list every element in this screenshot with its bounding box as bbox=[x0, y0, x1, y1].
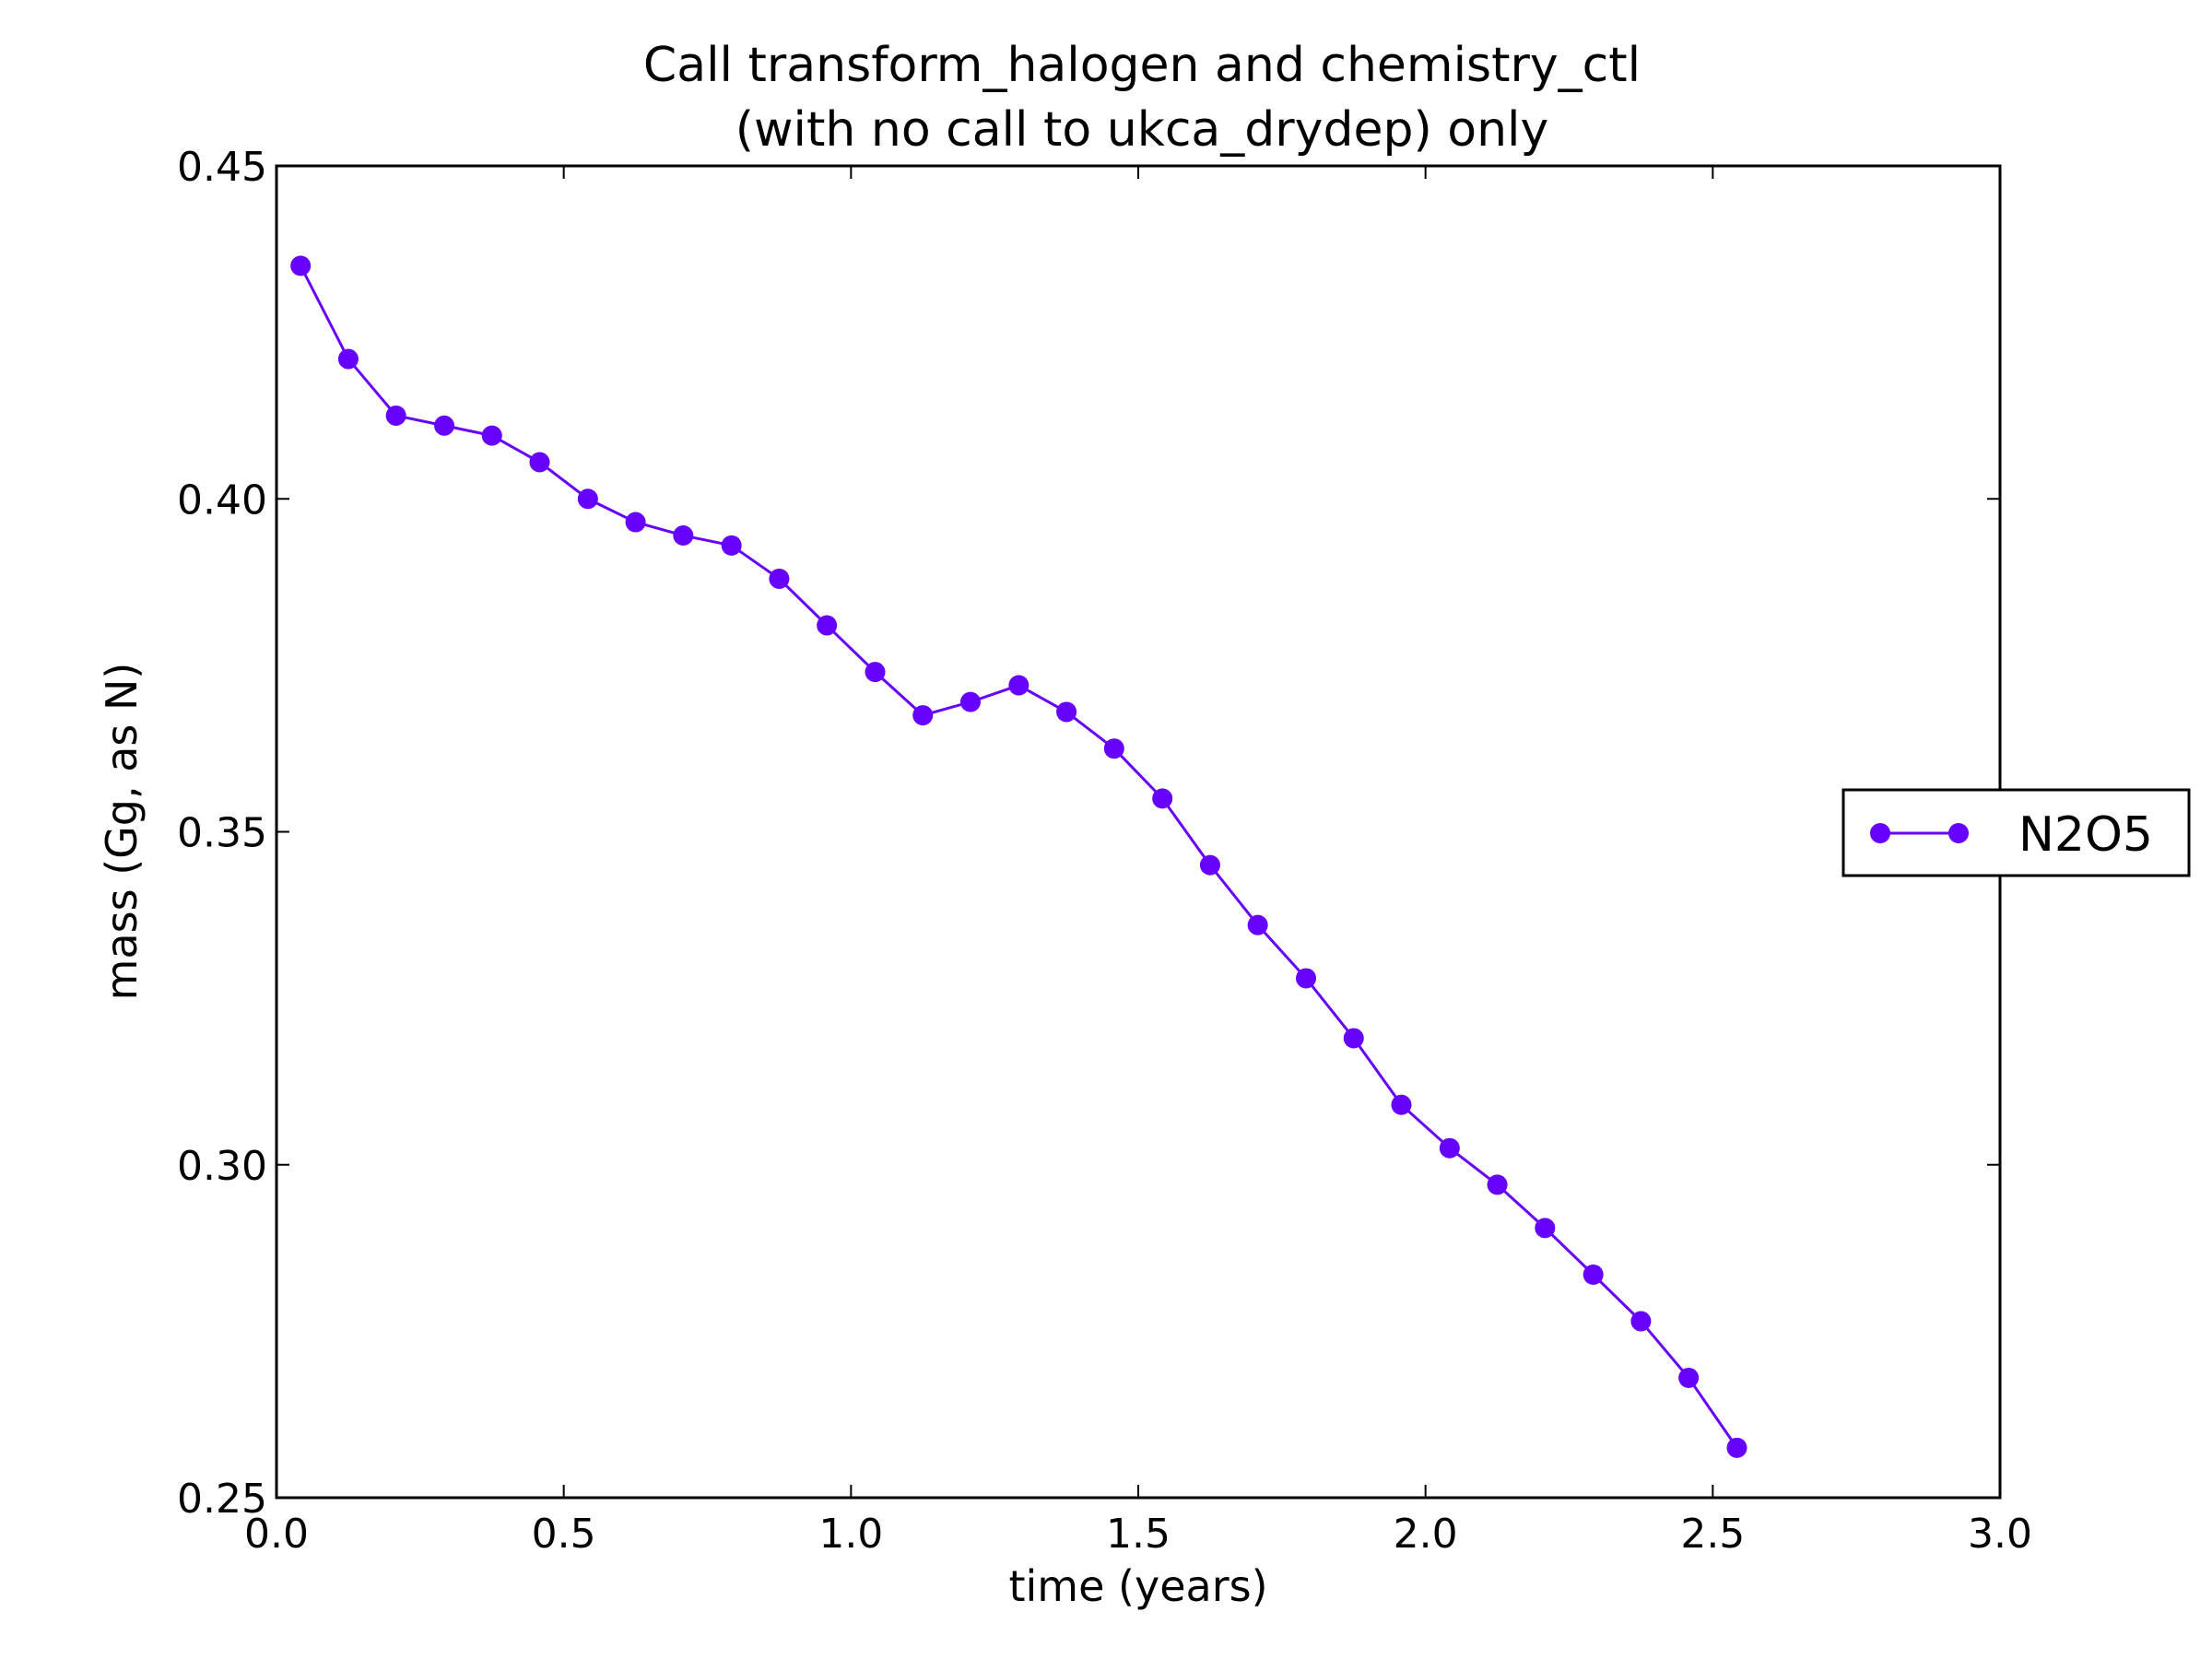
y-tick-label: 0.40 bbox=[177, 477, 267, 524]
y-tick-label: 0.25 bbox=[177, 1476, 267, 1523]
chart-title-line-1: Call transform_halogen and chemistry_ctl bbox=[643, 38, 1641, 93]
data-point bbox=[912, 705, 934, 726]
data-point bbox=[1343, 1028, 1364, 1049]
x-tick-label: 0.5 bbox=[532, 1511, 596, 1558]
data-point bbox=[1535, 1218, 1556, 1239]
legend-marker bbox=[1870, 823, 1890, 843]
data-point bbox=[529, 452, 550, 473]
legend-marker bbox=[1948, 823, 1969, 843]
data-point bbox=[1199, 854, 1220, 876]
data-point bbox=[1103, 738, 1124, 759]
y-tick-label: 0.35 bbox=[177, 810, 267, 857]
data-point bbox=[1391, 1094, 1412, 1115]
data-point bbox=[1487, 1174, 1508, 1195]
data-point bbox=[1152, 788, 1173, 809]
data-point bbox=[290, 255, 312, 276]
ticks-layer: 0.0 0.5 1.0 1.5 2.0 2.5 3.0 0.25 0.30 0.35 0.40 0.4… bbox=[177, 144, 2032, 1558]
x-tick-label: 2.0 bbox=[1394, 1511, 1458, 1558]
data-point bbox=[1247, 914, 1268, 935]
x-tick-label: 1.0 bbox=[818, 1511, 883, 1558]
data-point bbox=[1583, 1264, 1604, 1285]
data-point bbox=[481, 425, 502, 446]
x-tick-label: 1.5 bbox=[1106, 1511, 1171, 1558]
x-tick-label: 2.5 bbox=[1680, 1511, 1745, 1558]
data-point bbox=[1630, 1311, 1652, 1332]
data-point bbox=[434, 415, 455, 436]
legend: N2O5 bbox=[1841, 788, 2191, 877]
legend-label: N2O5 bbox=[2018, 807, 2153, 863]
data-point bbox=[385, 405, 406, 426]
x-tick-label: 0.0 bbox=[244, 1511, 309, 1558]
y-tick-label: 0.45 bbox=[177, 144, 267, 191]
data-point bbox=[1296, 968, 1317, 989]
y-tick-label: 0.30 bbox=[177, 1143, 267, 1190]
data-point bbox=[337, 348, 359, 370]
data-point bbox=[1008, 675, 1030, 696]
y-axis-label: mass (Gg, as N) bbox=[97, 663, 147, 1001]
x-axis-label: time (years) bbox=[1008, 1561, 1267, 1611]
data-point bbox=[577, 488, 598, 510]
x-tick-label: 3.0 bbox=[1968, 1511, 2032, 1558]
data-point bbox=[959, 691, 981, 712]
data-point bbox=[625, 512, 646, 533]
data-point bbox=[673, 524, 694, 546]
chart-title-line-2: (with no call to ukca_drydep) only bbox=[735, 102, 1549, 158]
data-point bbox=[1678, 1367, 1700, 1388]
data-point bbox=[817, 615, 838, 636]
data-point bbox=[769, 568, 790, 589]
series-layer bbox=[290, 255, 1747, 1458]
data-point bbox=[865, 662, 886, 683]
data-point bbox=[721, 535, 742, 556]
data-point bbox=[1439, 1137, 1460, 1159]
data-point bbox=[1056, 701, 1077, 723]
data-point bbox=[1726, 1437, 1747, 1458]
